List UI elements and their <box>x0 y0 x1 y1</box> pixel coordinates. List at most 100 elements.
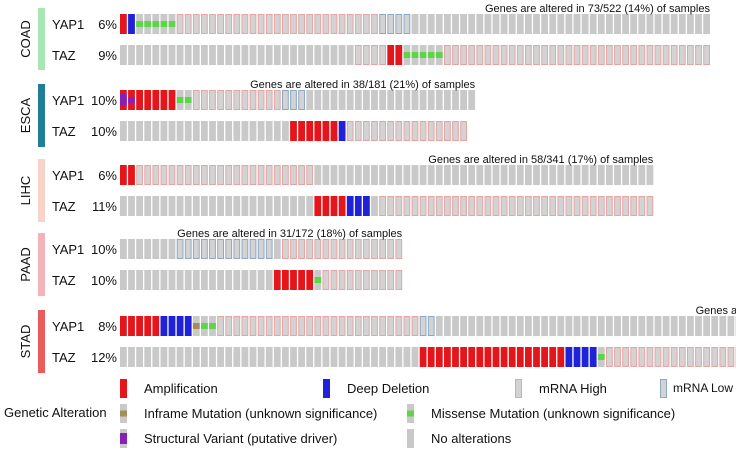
cell-none <box>265 45 273 65</box>
cancer-color-bar <box>38 310 45 373</box>
cell-none <box>322 45 330 65</box>
cell-none <box>395 90 403 110</box>
cell-high <box>363 121 370 141</box>
cell-none <box>120 45 127 65</box>
summary-text: Genes are altered in 73/522 (14%) of sam… <box>485 3 711 15</box>
cell-high <box>176 14 184 34</box>
cell-amp <box>322 121 330 141</box>
cell-none <box>516 165 524 185</box>
cell-amp <box>144 90 152 110</box>
cell-high <box>346 316 354 336</box>
cell-amp <box>128 316 135 336</box>
cell-high <box>241 90 249 110</box>
cell-none <box>168 270 176 290</box>
cell-high <box>225 316 233 336</box>
cell-high <box>403 316 411 336</box>
cell-none <box>435 316 443 336</box>
cell-amp <box>460 347 467 367</box>
structural-variant-mark <box>120 94 127 106</box>
cell-none <box>144 196 152 216</box>
percent-label: 8% <box>98 319 117 334</box>
cell-high <box>354 316 362 336</box>
cell-none <box>257 45 265 65</box>
cell-high <box>419 196 427 216</box>
cell-amp <box>306 121 314 141</box>
cell-none <box>233 196 241 216</box>
cell-none <box>719 316 727 336</box>
cell-none <box>444 14 451 34</box>
cell-high <box>225 14 233 34</box>
cell-none <box>217 196 224 216</box>
cell-high <box>444 196 451 216</box>
cell-high <box>217 90 224 110</box>
cancer-color-bar <box>38 84 45 147</box>
cell-none <box>387 90 395 110</box>
cell-high <box>330 316 338 336</box>
cell-none <box>249 270 257 290</box>
percent-label: 10% <box>91 93 117 108</box>
cell-none <box>241 347 249 367</box>
cell-high <box>411 121 419 141</box>
cell-low <box>298 90 306 110</box>
cell-high <box>168 165 176 185</box>
cell-low <box>290 90 297 110</box>
gene-label: YAP1 <box>52 242 84 257</box>
cell-none <box>128 347 135 367</box>
cell-amp <box>282 270 289 290</box>
cell-none <box>290 347 297 367</box>
cell-none <box>346 165 354 185</box>
cell-high <box>322 316 330 336</box>
cell-high <box>371 121 378 141</box>
cell-high <box>460 196 468 216</box>
cell-high <box>330 14 338 34</box>
gene-label: YAP1 <box>52 168 84 183</box>
cell-none <box>136 239 143 259</box>
cell-high <box>703 45 711 65</box>
cell-none <box>225 270 233 290</box>
cell-none <box>476 316 484 336</box>
cell-del <box>589 347 597 367</box>
cell-none <box>468 14 476 34</box>
cell-amp <box>152 316 160 336</box>
cell-none <box>168 196 176 216</box>
cell-high <box>363 14 370 34</box>
cell-none <box>201 121 208 141</box>
cell-none <box>419 90 427 110</box>
cell-none <box>152 347 160 367</box>
cell-none <box>298 45 305 65</box>
cell-none <box>500 316 508 336</box>
missense-mark <box>152 21 160 27</box>
cell-none <box>670 316 678 336</box>
cell-high <box>606 196 613 216</box>
cell-high <box>184 165 192 185</box>
cell-none <box>184 196 192 216</box>
cell-low <box>241 239 249 259</box>
cell-high <box>606 45 613 65</box>
cell-none <box>290 45 297 65</box>
cell-none <box>241 196 249 216</box>
cell-high <box>589 196 597 216</box>
cell-none <box>363 347 370 367</box>
cell-none <box>168 121 176 141</box>
cell-high <box>646 45 654 65</box>
cell-high <box>298 165 306 185</box>
cell-none <box>476 165 484 185</box>
cell-none <box>322 90 330 110</box>
cell-high <box>460 121 468 141</box>
cell-none <box>589 316 597 336</box>
cell-high <box>525 45 532 65</box>
cell-high <box>314 239 322 259</box>
cell-amp <box>273 270 281 290</box>
cell-none <box>452 90 459 110</box>
cell-none <box>192 196 200 216</box>
cell-high <box>306 14 314 34</box>
cell-high <box>427 196 435 216</box>
summary-text: Genes are altered in 58/341 (17%) of sam… <box>428 154 654 166</box>
cell-none <box>573 14 581 34</box>
cell-none <box>500 165 508 185</box>
cell-none <box>695 316 702 336</box>
cell-high <box>257 14 265 34</box>
cell-none <box>152 196 160 216</box>
cell-none <box>654 316 662 336</box>
cell-high <box>144 165 152 185</box>
